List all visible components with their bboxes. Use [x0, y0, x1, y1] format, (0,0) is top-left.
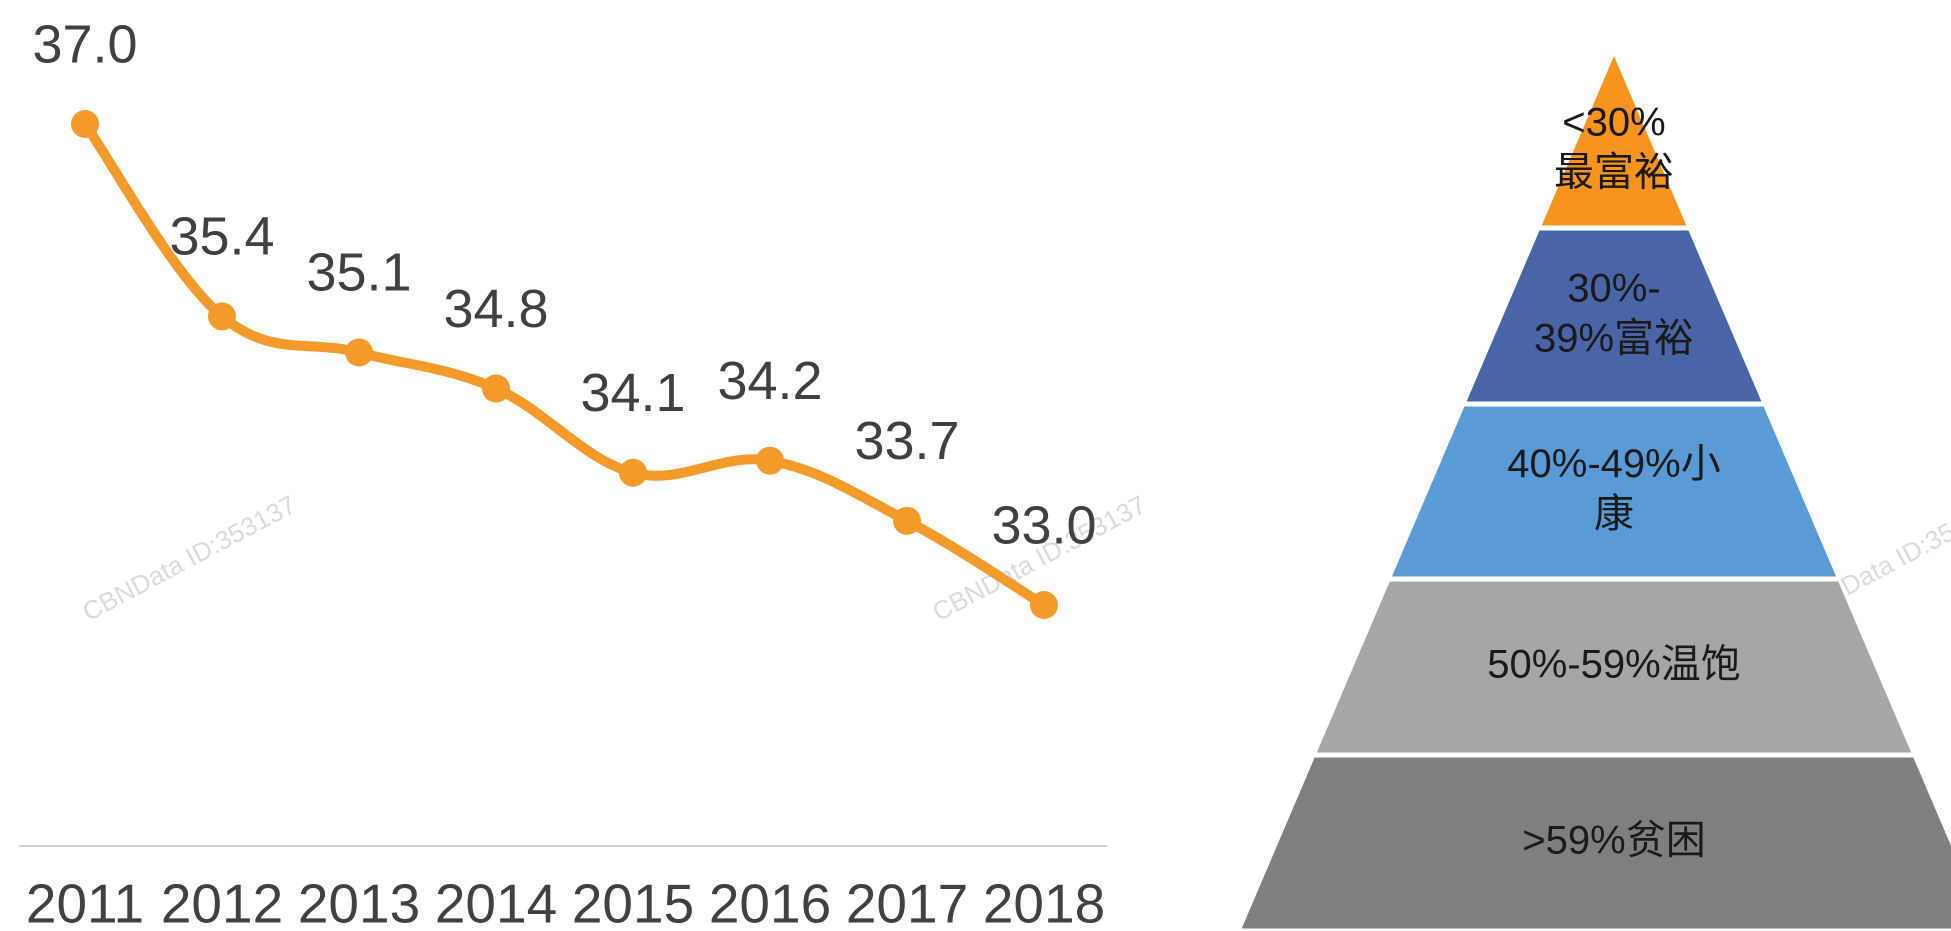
data-label: 33.0 [991, 495, 1096, 555]
marker [208, 302, 236, 331]
data-label: 37.0 [32, 14, 137, 74]
marker [345, 338, 373, 367]
x-tick-label: 2012 [161, 873, 283, 931]
data-label: 35.1 [306, 243, 411, 303]
pyramid-level [1316, 581, 1912, 753]
x-tick-label: 2017 [846, 873, 968, 931]
x-tick-label: 2015 [572, 873, 694, 931]
data-label: 35.4 [169, 207, 274, 267]
marker [893, 506, 921, 535]
marker [482, 374, 510, 403]
pyramid-level [1541, 56, 1687, 226]
marker [619, 458, 647, 487]
pyramid-label: >59%贫困 [1522, 819, 1705, 863]
x-tick-label: 2018 [983, 873, 1105, 931]
pyramid-label: 40%-49%小 [1507, 442, 1720, 486]
pyramid-level [1466, 230, 1762, 402]
data-label: 33.7 [854, 411, 959, 471]
x-tick-label: 2016 [709, 873, 831, 931]
pyramid-label: 50%-59%温饱 [1487, 643, 1740, 687]
marker [1030, 591, 1058, 619]
pyramid-label: 康 [1594, 492, 1634, 536]
pyramid-label: 30%- [1567, 267, 1660, 311]
x-tick-label: 2013 [298, 873, 420, 931]
watermark: CBNData ID:353137 [77, 489, 300, 627]
pyramid-label: <30% [1562, 101, 1665, 145]
marker [71, 110, 99, 138]
pyramid-label: 最富裕 [1554, 151, 1674, 195]
marker [756, 446, 784, 475]
pyramid-level [1391, 406, 1837, 577]
x-tick-label: 2014 [435, 873, 557, 931]
pyramid-label: 39%富裕 [1534, 317, 1694, 361]
data-label: 34.1 [580, 363, 685, 423]
data-label: 34.2 [717, 351, 822, 411]
data-label: 34.8 [443, 279, 548, 339]
pyramid-level [1241, 757, 1951, 929]
x-tick-label: 2011 [26, 873, 144, 931]
